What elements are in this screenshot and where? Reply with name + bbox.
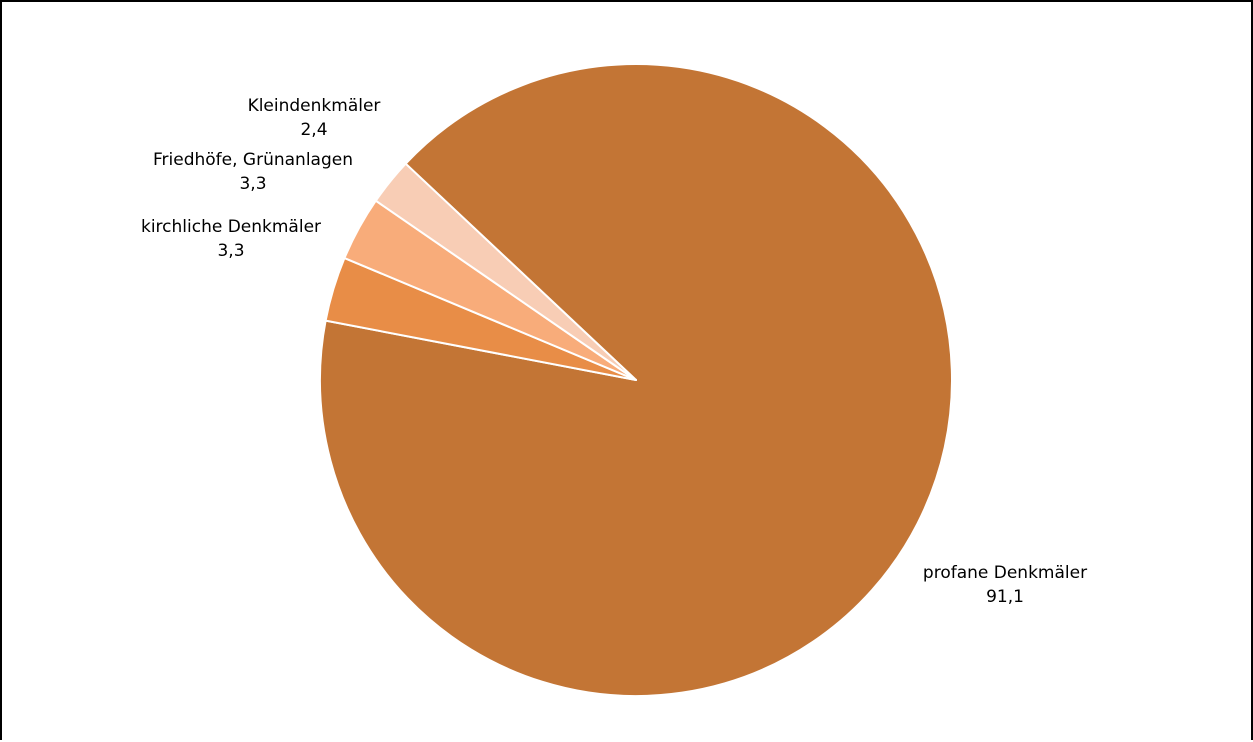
- slice-label-1: profane Denkmäler 91,1: [923, 563, 1087, 607]
- slice-value-label: 91,1: [986, 587, 1024, 607]
- slice-value-label: 3,3: [217, 241, 244, 261]
- slice-value-label: 2,4: [300, 120, 327, 140]
- slice-label-2: kirchliche Denkmäler 3,3: [141, 217, 321, 261]
- slice-category-label: profane Denkmäler: [923, 563, 1087, 583]
- slice-category-label: Kleindenkmäler: [248, 96, 381, 116]
- slice-label-3: Friedhöfe, Grünanlagen 3,3: [153, 150, 353, 194]
- slice-value-label: 3,3: [239, 174, 266, 194]
- slice-label-4: Kleindenkmäler 2,4: [248, 96, 381, 140]
- slice-category-label: Friedhöfe, Grünanlagen: [153, 150, 353, 170]
- slice-category-label: kirchliche Denkmäler: [141, 217, 321, 237]
- pie-slice-4: [374, 162, 637, 381]
